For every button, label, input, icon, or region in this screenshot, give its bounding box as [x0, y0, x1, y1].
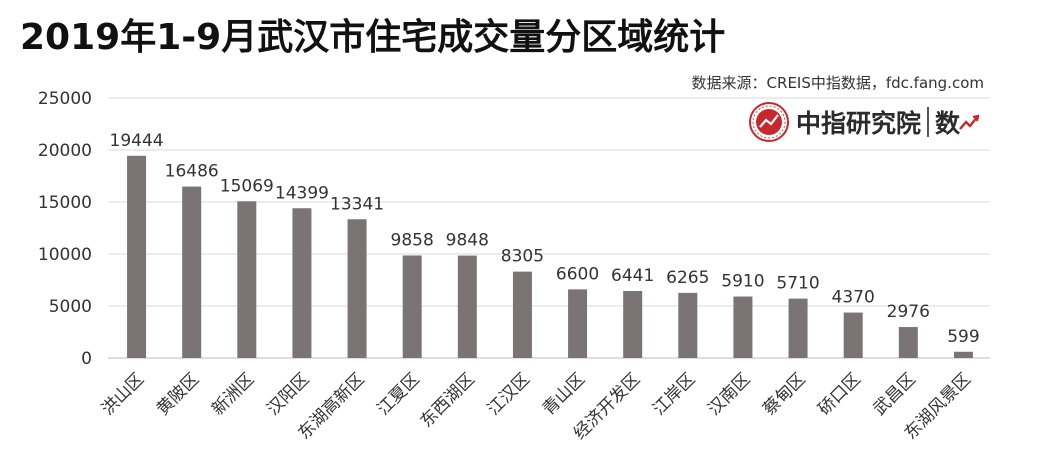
bar [788, 298, 808, 358]
y-tick-label: 0 [81, 349, 92, 369]
x-tick-label: 江汉区 [484, 369, 534, 419]
y-tick-label: 20000 [38, 141, 92, 161]
data-label: 16486 [165, 162, 219, 182]
bar [127, 155, 147, 358]
bar [457, 255, 477, 358]
bar [182, 186, 202, 358]
data-label: 14399 [275, 183, 329, 203]
page-title: 2019年1-9月武汉市住宅成交量分区域统计 [20, 17, 726, 58]
x-tick-label: 江夏区 [374, 369, 424, 419]
data-label: 5710 [776, 274, 819, 294]
data-label: 5910 [721, 272, 764, 292]
data-label: 9858 [391, 230, 434, 250]
bar [623, 291, 643, 358]
bar [733, 296, 753, 358]
y-tick-label: 15000 [38, 193, 92, 213]
x-tick-label: 汉南区 [704, 369, 754, 419]
logo-suffix: 数 [935, 109, 961, 138]
bar [568, 289, 588, 358]
logo: 中指研究院 数 [748, 98, 980, 146]
logo-name: 中指研究院 [796, 109, 922, 138]
bar [237, 201, 257, 358]
x-tick-label: 新洲区 [208, 369, 258, 419]
bar [347, 219, 367, 358]
x-tick-label: 汉阳区 [263, 369, 313, 419]
y-axis: 0 5000 10000 15000 20000 25000 [38, 89, 92, 369]
x-tick-label: 青山区 [539, 369, 589, 419]
bar [402, 255, 422, 358]
data-label: 6600 [556, 264, 599, 284]
data-label: 4370 [832, 288, 875, 308]
bar [292, 208, 312, 358]
data-label: 2976 [887, 302, 930, 322]
data-label: 6441 [611, 266, 654, 286]
data-label: 8305 [501, 247, 544, 267]
data-label: 599 [947, 327, 979, 347]
x-tick-label: 武昌区 [870, 369, 920, 419]
data-label: 6265 [666, 268, 709, 288]
y-tick-label: 5000 [49, 297, 92, 317]
bar [953, 351, 973, 358]
data-label: 15069 [220, 176, 274, 196]
x-tick-label: 江岸区 [649, 369, 699, 419]
data-label: 9848 [446, 231, 489, 251]
data-label: 13341 [330, 194, 384, 214]
data-source-note: 数据来源：CREIS中指数据，fdc.fang.com [691, 74, 984, 92]
x-tick-label: 东西湖区 [417, 369, 479, 431]
x-tick-label: 黄陂区 [153, 369, 203, 419]
bar [678, 292, 698, 358]
x-tick-label: 洪山区 [98, 369, 148, 419]
trend-arrow-icon [959, 114, 980, 130]
china-index-academy-seal-icon [749, 102, 789, 142]
y-tick-label: 10000 [38, 245, 92, 265]
bar [843, 312, 863, 358]
bar [512, 271, 532, 358]
y-tick-label: 25000 [38, 89, 92, 109]
data-label: 19444 [110, 131, 164, 151]
x-tick-label: 硚口区 [815, 369, 865, 419]
chart-bars [127, 155, 973, 358]
bar [898, 327, 918, 358]
logo-divider [927, 107, 930, 137]
x-tick-label: 蔡甸区 [759, 369, 809, 419]
